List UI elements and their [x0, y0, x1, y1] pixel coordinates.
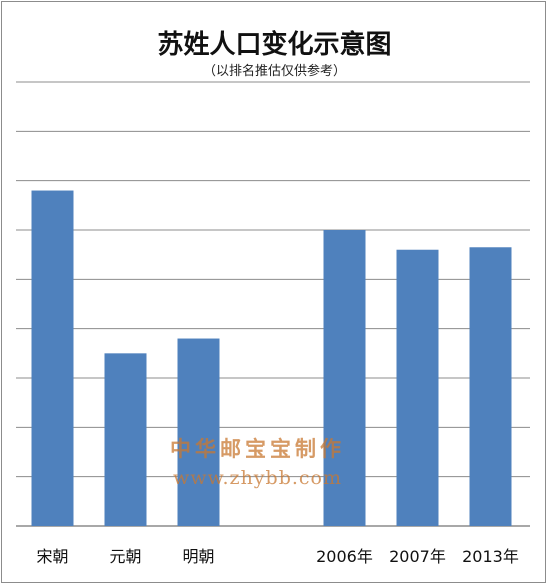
watermark-url: www.zhybb.com: [172, 467, 343, 489]
bar: [104, 353, 147, 526]
chart-title: 苏姓人口变化示意图: [157, 30, 392, 60]
x-tick-label: 2007年: [389, 547, 446, 566]
x-tick-label: 宋朝: [36, 547, 68, 566]
chart-subtitle: （以排名推估仅供参考）: [202, 64, 346, 79]
x-tick-label: 2006年: [316, 547, 373, 566]
bar: [31, 190, 74, 527]
x-tick-label: 2013年: [462, 547, 519, 566]
bar: [469, 247, 512, 526]
watermark-text: 中华邮宝宝制作: [170, 437, 345, 461]
bar: [396, 249, 439, 526]
bars: [31, 190, 512, 527]
bar: [323, 230, 366, 526]
gridlines: [16, 81, 530, 527]
category-labels: 宋朝 元朝 明朝 2006年 2007年 2013年: [36, 547, 518, 566]
x-tick-label: 元朝: [109, 547, 141, 566]
bar: [177, 338, 220, 526]
x-tick-label: 明朝: [182, 547, 214, 566]
